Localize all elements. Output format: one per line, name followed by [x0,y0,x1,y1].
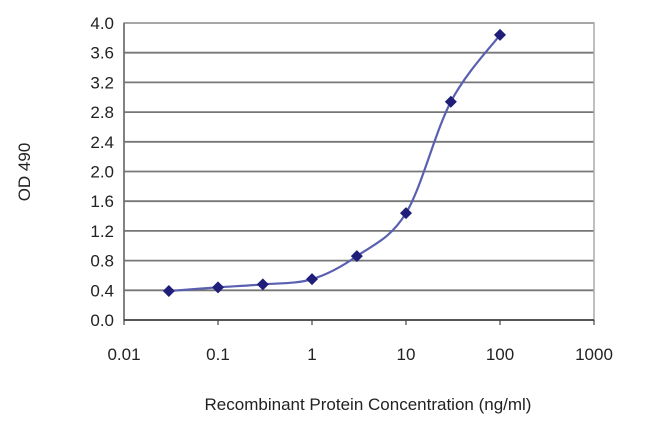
x-tick-label: 100 [486,345,514,364]
x-axis-label: Recombinant Protein Concentration (ng/ml… [205,395,532,414]
grid [124,22,594,292]
data-point [350,250,363,263]
y-tick-label: 2.0 [90,163,114,182]
data-point [444,95,457,108]
x-tick-label: 10 [397,345,416,364]
y-axis-label: OD 490 [15,143,34,202]
y-tick-label: 2.8 [90,103,114,122]
y-tick-label: 2.4 [90,133,114,152]
y-tick-label: 1.6 [90,192,114,211]
x-tick-label: 0.01 [107,345,140,364]
data-point [162,285,175,298]
y-tick-label: 3.6 [90,44,114,63]
x-tick-label: 0.1 [206,345,230,364]
series-line [168,34,501,293]
data-point [400,207,412,220]
data-point [494,28,506,41]
y-tick-label: 0.8 [90,252,114,271]
x-tick-label: 1000 [575,345,613,364]
y-tick-label: 0.0 [90,311,114,330]
x-tick-labels: 0.01 0.1 1 10 100 1000 [107,345,612,364]
y-tick-label: 3.2 [90,73,114,92]
x-tick-label: 1 [307,345,316,364]
y-tick-label: 0.4 [90,281,114,300]
data-point [212,281,224,294]
y-tick-label: 4.0 [90,14,114,33]
y-tick-labels: 0.0 0.4 0.8 1.2 1.6 2.0 2.4 2.8 3.2 3.6 4.0 [90,14,114,330]
series [162,28,506,298]
y-tick-label: 1.2 [90,222,114,241]
data-point [306,273,318,286]
axes [123,22,595,325]
data-point [256,278,269,291]
